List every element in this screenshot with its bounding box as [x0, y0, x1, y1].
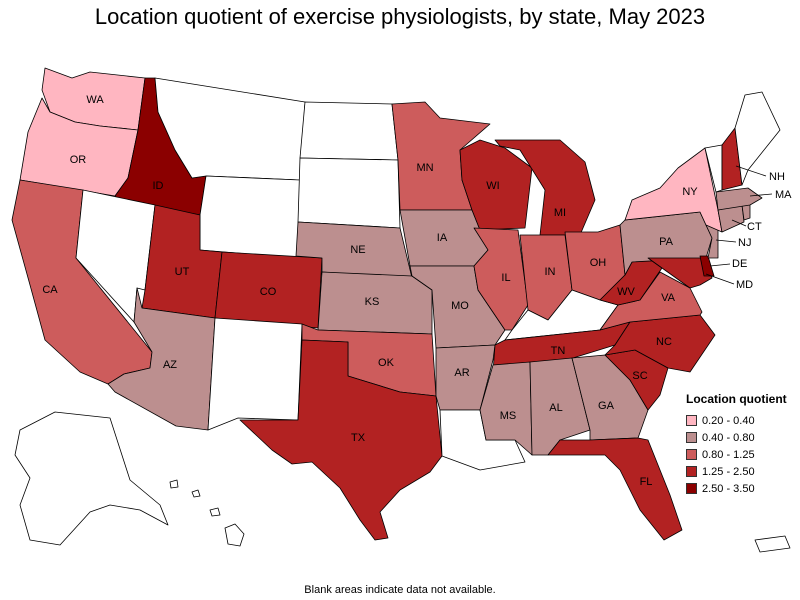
state-sd[interactable] — [297, 157, 401, 229]
label-ga: GA — [598, 400, 615, 412]
state-pr[interactable] — [754, 535, 791, 553]
state-ak[interactable] — [14, 411, 169, 546]
label-ny: NY — [682, 186, 698, 198]
legend-label: 2.50 - 3.50 — [702, 482, 755, 495]
legend-swatch — [686, 483, 697, 494]
state-de[interactable] — [699, 255, 715, 277]
leader-md — [705, 273, 735, 285]
footnote: Blank areas indicate data not available. — [304, 584, 496, 596]
state-nm[interactable] — [207, 317, 303, 431]
label-co: CO — [260, 286, 277, 298]
label-id: ID — [153, 180, 164, 192]
label-or: OR — [70, 154, 87, 166]
label-wi: WI — [486, 180, 499, 192]
state-fl[interactable] — [547, 437, 683, 541]
label-tn: TN — [551, 345, 566, 357]
legend-swatch — [686, 415, 697, 426]
legend-label: 0.40 - 0.80 — [702, 431, 755, 444]
legend-item: 2.50 - 3.50 — [686, 480, 796, 497]
state-hi-kauai[interactable] — [169, 479, 179, 489]
label-md: MD — [736, 279, 753, 291]
label-ne: NE — [350, 244, 365, 256]
state-hi[interactable] — [224, 523, 245, 547]
label-wa: WA — [86, 94, 104, 106]
label-pa: PA — [659, 236, 674, 248]
label-oh: OH — [590, 257, 607, 269]
state-ma[interactable] — [715, 187, 763, 211]
label-tx: TX — [351, 432, 366, 444]
legend-items: 0.20 - 0.40 0.40 - 0.80 0.80 - 1.25 1.25 - … — [686, 412, 796, 497]
legend-label: 0.80 - 1.25 — [702, 448, 755, 461]
label-va: VA — [661, 292, 676, 304]
legend-item: 0.20 - 0.40 — [686, 412, 796, 429]
label-in: IN — [545, 266, 556, 278]
legend-label: 1.25 - 2.50 — [702, 465, 755, 478]
state-me[interactable] — [734, 91, 781, 186]
label-ar: AR — [454, 367, 469, 379]
leader-nj — [715, 239, 737, 243]
legend-title: Location quotient — [686, 392, 787, 406]
state-hi-group — [169, 479, 245, 547]
leader-de — [709, 263, 731, 267]
legend-item: 1.25 - 2.50 — [686, 463, 796, 480]
label-wv: WV — [617, 286, 635, 298]
state-wi[interactable] — [459, 139, 533, 231]
legend-swatch — [686, 466, 697, 477]
label-ca: CA — [42, 284, 58, 296]
label-nj: NJ — [738, 237, 751, 249]
label-ms: MS — [500, 410, 517, 422]
leader-ma — [749, 193, 773, 197]
legend-item: 0.80 - 1.25 — [686, 446, 796, 463]
label-fl: FL — [640, 476, 653, 488]
label-sc: SC — [632, 370, 647, 382]
label-ia: IA — [437, 232, 448, 244]
label-nc: NC — [656, 336, 672, 348]
label-az: AZ — [163, 359, 177, 371]
label-ks: KS — [365, 296, 380, 308]
state-tx[interactable] — [239, 339, 443, 541]
label-ct: CT — [747, 221, 762, 233]
legend-label: 0.20 - 0.40 — [702, 414, 755, 427]
leader-ct — [731, 219, 747, 227]
label-il: IL — [501, 272, 510, 284]
label-mi: MI — [554, 207, 566, 219]
map-title: Location quotient of exercise physiologi… — [94, 4, 706, 29]
state-ny[interactable] — [624, 147, 723, 233]
label-de: DE — [732, 258, 747, 270]
label-mo: MO — [451, 300, 469, 312]
state-ks[interactable] — [317, 271, 433, 335]
legend-item: 0.40 - 0.80 — [686, 429, 796, 446]
state-il[interactable] — [473, 227, 529, 331]
state-hi-maui[interactable] — [209, 507, 221, 517]
label-ok: OK — [378, 357, 395, 369]
label-ma: MA — [775, 189, 792, 201]
label-mn: MN — [416, 162, 433, 174]
label-ut: UT — [175, 266, 190, 278]
label-nh: NH — [769, 171, 785, 183]
legend: Location quotient 0.20 - 0.40 0.40 - 0.80… — [686, 392, 796, 497]
legend-swatch — [686, 432, 697, 443]
leader-nh — [735, 165, 767, 177]
state-hi-oahu[interactable] — [191, 489, 201, 498]
label-al: AL — [549, 402, 562, 414]
state-wy[interactable] — [199, 175, 301, 259]
state-nd[interactable] — [299, 101, 399, 161]
legend-swatch — [686, 449, 697, 460]
